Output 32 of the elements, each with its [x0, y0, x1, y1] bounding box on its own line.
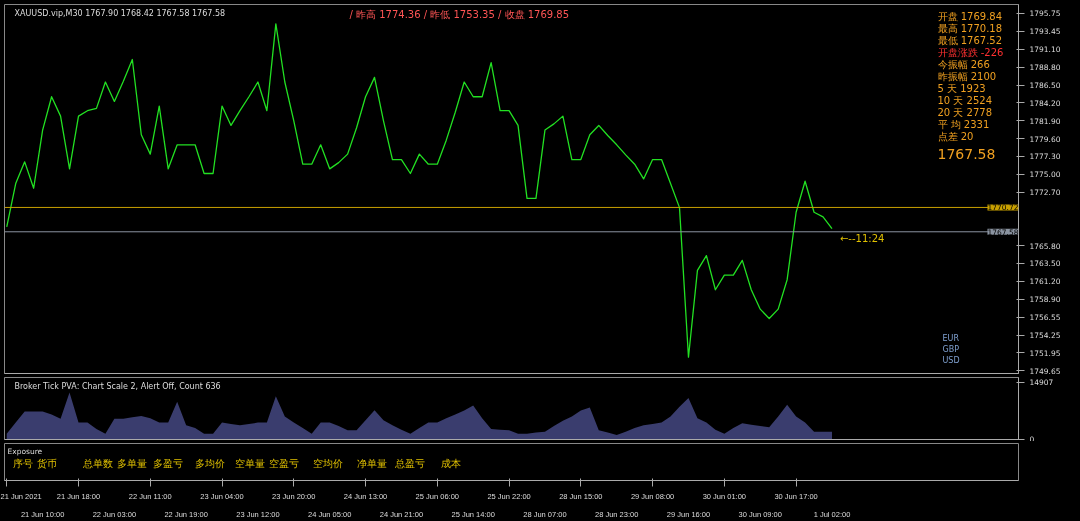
- text: USD: [942, 355, 960, 365]
- text: 成本: [440, 457, 461, 469]
- text: 多均价: [194, 457, 225, 469]
- text: ←--11:24: [839, 233, 885, 245]
- text: XAUUSD.vip,M30 1767.90 1768.42 1767.58 1767.58: [14, 8, 226, 18]
- text: 1767.58: [937, 145, 996, 162]
- text: 货币: [36, 457, 57, 469]
- text: EUR: [942, 333, 960, 343]
- text: 净单量: [356, 457, 387, 469]
- text: 开盘涨跌 -226: [937, 46, 1004, 58]
- text: 空单量: [234, 457, 265, 469]
- text: 最低 1767.52: [937, 34, 1003, 46]
- text: 最高 1770.18: [937, 22, 1003, 34]
- text: 空盈亏: [268, 457, 299, 469]
- text: 多盈亏: [152, 457, 183, 469]
- text: 多单量: [116, 457, 147, 469]
- text: 开盘 1769.84: [937, 10, 1003, 22]
- text: GBP: [942, 344, 960, 354]
- text: 序号: [12, 457, 33, 469]
- text: 平 均 2331: [937, 118, 990, 130]
- text: 空均价: [312, 457, 343, 469]
- text: 10 天 2524: [937, 94, 993, 106]
- line-series: [6, 23, 833, 358]
- text: 点差 20: [937, 130, 974, 142]
- text: 总单数: [81, 457, 113, 469]
- chart-subtitle: / 昨高 1774.36 / 昨低 1753.35 / 收盘 1769.85: [349, 8, 570, 20]
- text: 20 天 2778: [937, 106, 993, 118]
- text: Broker Tick PVA: Chart Scale 2, Alert Off, Count 636: [14, 381, 221, 391]
- text: 总盈亏: [393, 457, 425, 469]
- text: 5 天 1923: [937, 82, 986, 94]
- text: 昨振幅 2100: [937, 70, 997, 82]
- text: 今振幅 266: [937, 58, 990, 70]
